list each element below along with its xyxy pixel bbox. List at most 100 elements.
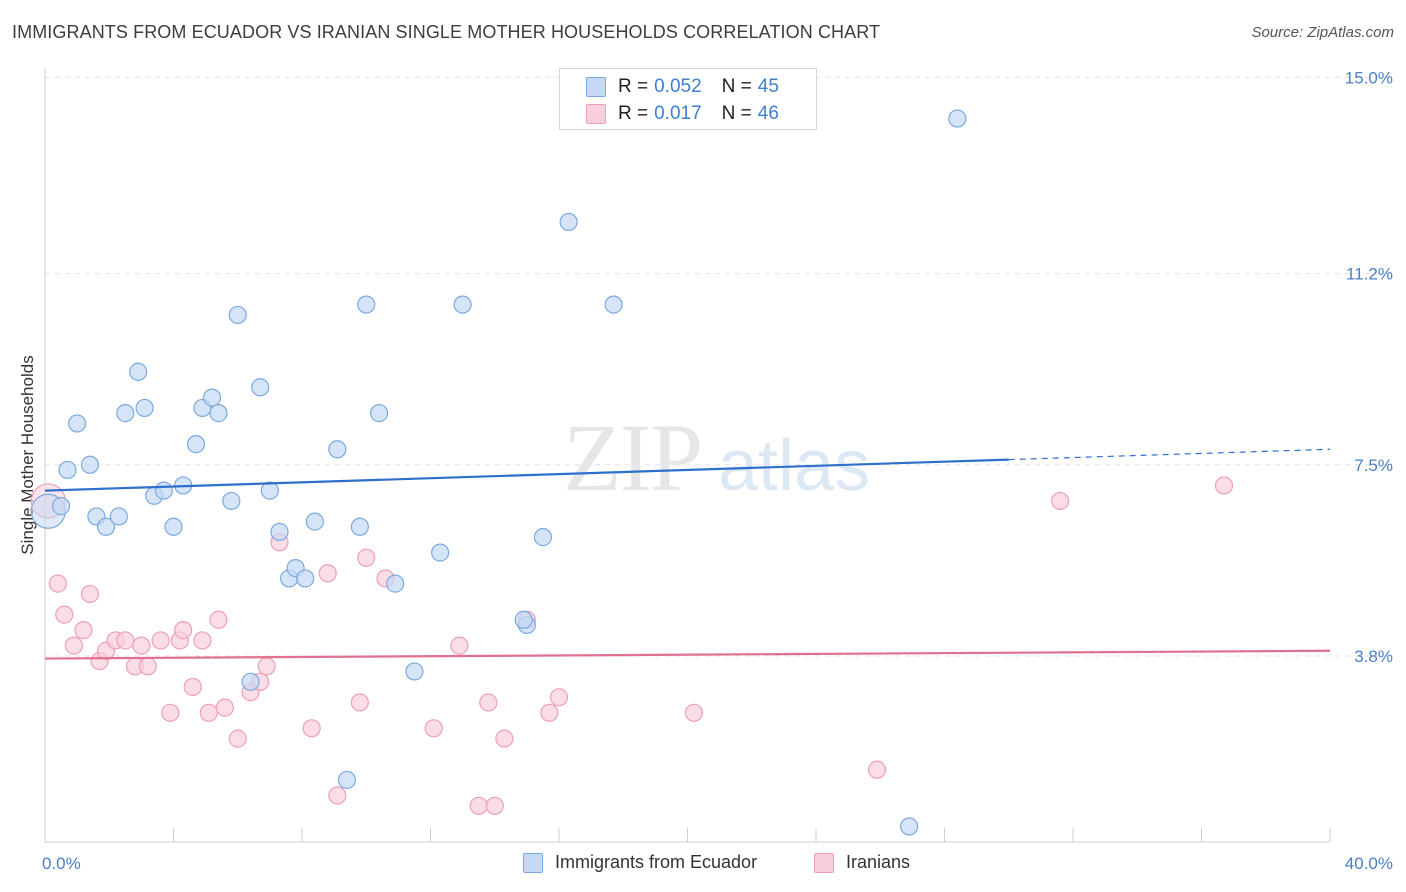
legend-n-value: 45 [757, 76, 779, 97]
ecuador-point [357, 295, 376, 314]
ecuador-point [604, 295, 623, 314]
y-tick-label: 7.5% [1354, 456, 1393, 475]
iranians-points [30, 476, 1234, 815]
ecuador-point [129, 362, 148, 381]
iranians-point [302, 719, 321, 738]
ecuador-point [296, 569, 315, 588]
legend-r-value: 0.052 [654, 76, 702, 97]
iranians-point [357, 548, 376, 567]
iranians-point [209, 610, 228, 629]
iranians-point [151, 631, 170, 650]
ecuador-point [228, 305, 247, 325]
ecuador-point [154, 481, 173, 500]
iranians-point [485, 796, 504, 815]
ecuador-point [202, 388, 222, 407]
ecuador-points [30, 109, 967, 836]
trend-lines [44, 448, 1331, 660]
iranians-point [540, 703, 559, 722]
legend-swatch-blue [586, 77, 606, 97]
iranians-point [193, 631, 212, 650]
iranians-point [55, 605, 74, 624]
ecuador-point [533, 528, 553, 547]
ecuador-point [559, 212, 578, 232]
iranians-point [116, 631, 135, 650]
legend-row-ecuador: R = 0.052 N = 45 [586, 75, 779, 99]
series-legend: Immigrants from Ecuador Iranians [0, 852, 1406, 876]
ecuador-point [80, 455, 100, 474]
iranians-point [1214, 476, 1234, 495]
iranians-point [479, 693, 498, 712]
legend-n-label: N = [721, 76, 752, 97]
chart-title: IMMIGRANTS FROM ECUADOR VS IRANIAN SINGL… [12, 22, 881, 42]
legend-swatch-pink [814, 852, 834, 873]
y-tick-label: 11.2% [1346, 265, 1393, 284]
y-tick-label: 15.0% [1345, 68, 1393, 87]
iranians-point [174, 621, 193, 640]
iranians-point [161, 703, 180, 722]
iranians-point [228, 729, 247, 748]
ecuador-point [96, 517, 116, 536]
iranians-point [350, 693, 369, 712]
legend-swatch-blue [523, 852, 543, 873]
iranians-point [48, 574, 67, 593]
ecuador-point [270, 522, 289, 542]
legend-label-ecuador: Immigrants from Ecuador [555, 852, 758, 872]
legend-swatch-pink [586, 104, 606, 124]
legend-n-value: 46 [757, 103, 779, 124]
iranians-trend-line [44, 649, 1331, 660]
ecuador-point [431, 543, 450, 562]
gridlines [45, 76, 1394, 657]
iranians-point [1051, 491, 1070, 511]
legend-item-iranians[interactable]: Iranians [814, 852, 910, 873]
legend-r-value: 0.017 [654, 103, 702, 124]
iranians-point [80, 584, 100, 604]
ecuador-point [222, 491, 241, 511]
ecuador-point [186, 435, 206, 454]
ecuador-point [260, 481, 279, 500]
watermark: ZIP atlas [563, 404, 870, 511]
iranians-point [64, 636, 84, 655]
iranians-point [183, 677, 202, 697]
legend-item-ecuador[interactable]: Immigrants from Ecuador [523, 852, 757, 873]
legend-r-label: R = [618, 76, 649, 97]
ecuador-point [948, 109, 967, 128]
legend-r-label: R = [618, 103, 649, 124]
iranians-point [138, 657, 157, 676]
ecuador-trend-extension [1008, 448, 1331, 461]
x-tick-label: 40.0% [1345, 854, 1393, 873]
correlation-legend: R = 0.052 N = 45 R = 0.017 N = 46 [559, 68, 817, 130]
ecuador-point [51, 497, 71, 516]
iranians-point [549, 688, 569, 707]
axes [44, 68, 1331, 843]
iranians-point [215, 698, 234, 717]
ecuador-point [109, 507, 128, 526]
iranians-point [469, 796, 488, 815]
legend-row-iranians: R = 0.017 N = 46 [586, 102, 779, 126]
ecuador-point [58, 460, 77, 480]
watermark-zip: ZIP [563, 404, 701, 511]
iranians-point [684, 703, 704, 722]
x-tick-label: 0.0% [42, 854, 81, 873]
ecuador-point [900, 817, 919, 836]
iranians-point [257, 657, 276, 676]
ecuador-point [328, 440, 347, 459]
ecuador-point [370, 404, 389, 423]
iranians-point [495, 729, 514, 748]
ecuador-point [514, 610, 533, 629]
iranians-point [867, 760, 887, 779]
ecuador-point [116, 404, 135, 423]
iranians-point [450, 636, 469, 655]
ecuador-point [350, 517, 369, 536]
tick-labels: 3.8% 7.5% 11.2% 15.0% 0.0% 40.0% [42, 68, 1393, 873]
legend-n-label: N = [721, 103, 752, 124]
ecuador-point [337, 770, 357, 790]
ecuador-point [209, 404, 228, 423]
iranians-point [199, 703, 218, 722]
ecuador-point [241, 672, 260, 691]
ecuador-point [405, 662, 424, 681]
ecuador-point [164, 517, 183, 536]
ecuador-point [386, 574, 405, 593]
legend-label-iranians: Iranians [846, 852, 911, 872]
ecuador-point [68, 414, 87, 433]
